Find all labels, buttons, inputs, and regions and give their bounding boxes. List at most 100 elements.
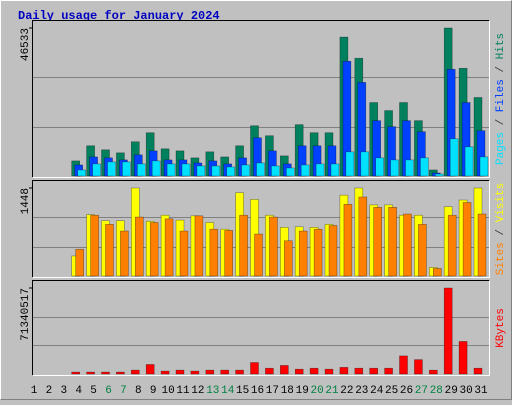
bar [211,165,221,177]
bar [403,213,412,277]
bar [196,165,206,177]
x-tick-label: 21 [325,385,339,397]
bar [77,169,86,177]
bar [160,370,170,375]
bar [443,287,453,375]
bar [285,167,295,177]
bar [399,355,408,375]
bar [418,224,427,277]
panel-bevel-dark [32,180,490,278]
x-tick-label: 9 [150,385,157,397]
bar [473,367,483,375]
bar [434,173,444,177]
x-tick-label: 25 [385,385,398,397]
x-tick-label: 29 [445,385,458,397]
x-tick-label: 1 [31,385,38,397]
bar [449,138,459,177]
bar [294,368,304,375]
bar [131,369,140,375]
bar [151,160,161,177]
bar [432,268,442,277]
panel [32,280,490,376]
bar [354,367,364,375]
panel-bevel-dark [32,280,490,376]
bar [428,369,438,375]
bar [90,214,99,277]
bar [71,371,80,375]
bar [164,218,174,277]
bar [464,146,474,177]
bar [250,362,259,375]
bar [313,228,323,277]
bar [375,157,385,177]
y-tick-label: 1448 [20,188,32,214]
bar [166,163,176,177]
x-tick-label: 13 [206,385,219,397]
y-tick-label: 71340517 [20,288,32,341]
bar [92,163,101,177]
x-tick-label: 6 [105,385,112,397]
x-tick-label: 26 [400,385,413,397]
bar [384,367,393,375]
bar [324,368,334,375]
bar [309,367,319,375]
chart-title: Daily usage for January 2024 [18,9,220,23]
bar [137,163,146,177]
bar [107,161,116,177]
legend-separator: / [495,222,507,242]
legend-entry: Files [495,79,507,112]
x-tick-label: 23 [355,385,368,397]
bar [194,215,204,277]
bar [224,230,233,277]
panel-bevel-light [32,280,490,376]
bar [300,164,310,177]
bar [122,161,131,177]
bar [390,159,399,177]
bar [179,230,189,277]
legend-separator: / [495,59,507,79]
legend-entry: Hits [495,33,507,59]
x-tick-label: 4 [75,385,82,397]
x-tick-label: 10 [161,385,174,397]
legend: Pages / Files / Hits [495,33,507,165]
legend: KBytes [495,308,507,348]
x-tick-label: 3 [60,385,67,397]
bar [116,371,125,375]
legend: Sites / Visits [495,183,507,275]
bar [298,230,308,277]
bar [330,163,340,177]
bar [271,165,280,177]
x-tick-label: 28 [430,385,443,397]
x-tick-label: 22 [340,385,353,397]
bar [388,207,397,277]
legend-separator: / [495,112,507,132]
x-tick-label: 30 [459,385,472,397]
bar [479,156,489,177]
legend-entry: Visits [495,183,507,223]
bar [235,369,244,375]
bar [190,370,200,375]
x-tick-label: 20 [310,385,323,397]
x-tick-label: 2 [46,385,53,397]
bar [279,365,289,375]
bar [256,162,265,177]
x-tick-label: 27 [415,385,428,397]
x-tick-label: 17 [266,385,279,397]
bar [447,214,457,277]
panel-bevel-light [32,180,490,278]
bar [135,216,144,277]
bar [477,213,487,277]
bar [283,240,293,277]
bar [315,163,325,177]
bar [369,367,379,375]
x-tick-label: 16 [251,385,264,397]
x-tick-label: 12 [191,385,204,397]
x-tick-label: 18 [281,385,294,397]
bar [241,164,250,177]
x-tick-label: 7 [120,385,127,397]
bar [360,151,370,177]
panel-bevel-dark [32,20,490,178]
bar [405,159,414,177]
